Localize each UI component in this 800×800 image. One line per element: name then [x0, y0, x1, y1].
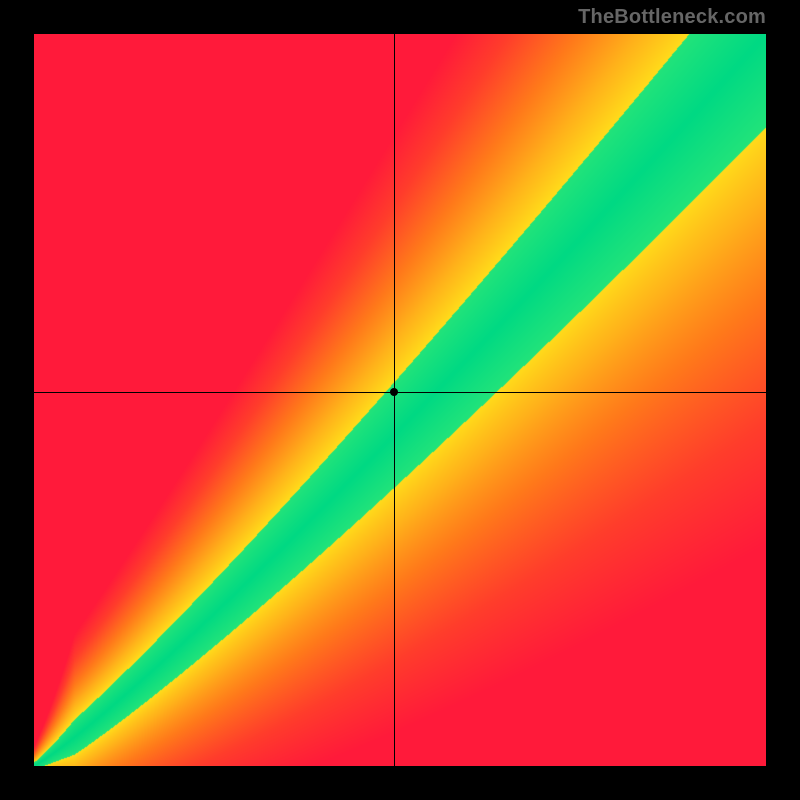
heatmap-plot — [34, 34, 766, 766]
crosshair-marker — [390, 388, 398, 396]
heatmap-canvas — [34, 34, 766, 766]
attribution-text: TheBottleneck.com — [578, 6, 766, 29]
crosshair-vertical — [394, 34, 395, 766]
crosshair-horizontal — [34, 392, 766, 393]
